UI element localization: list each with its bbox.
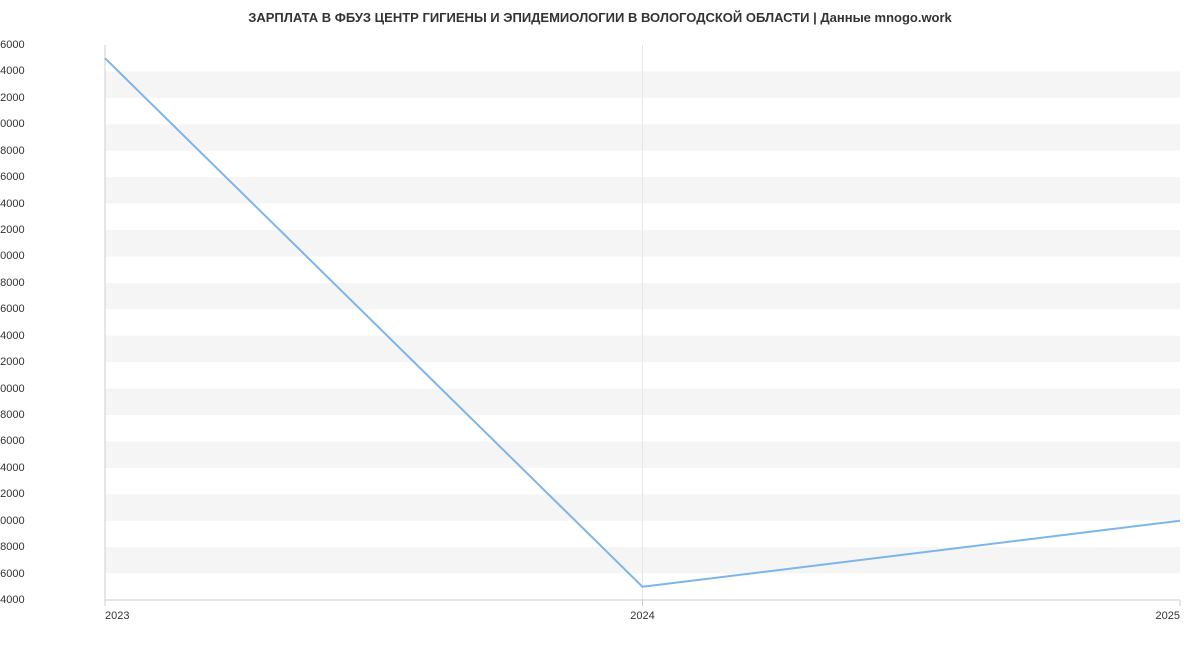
y-tick-label: 44000	[0, 594, 99, 606]
y-tick-label: 54000	[0, 462, 99, 474]
y-tick-label: 50000	[0, 515, 99, 527]
plot-area	[105, 45, 1180, 600]
x-tick-label: 2023	[105, 610, 129, 622]
x-tick-label: 2024	[630, 610, 654, 622]
y-tick-label: 64000	[0, 330, 99, 342]
y-tick-label: 86000	[0, 39, 99, 51]
y-tick-label: 84000	[0, 65, 99, 77]
x-axis-labels: 2023 2024 2025	[105, 606, 1180, 626]
plot-svg	[105, 45, 1180, 608]
y-tick-label: 62000	[0, 356, 99, 368]
y-tick-label: 74000	[0, 198, 99, 210]
y-tick-label: 48000	[0, 541, 99, 553]
y-tick-label: 60000	[0, 383, 99, 395]
y-tick-label: 72000	[0, 224, 99, 236]
y-tick-label: 70000	[0, 250, 99, 262]
y-tick-label: 80000	[0, 118, 99, 130]
y-tick-label: 78000	[0, 145, 99, 157]
chart-container: ЗАРПЛАТА В ФБУЗ ЦЕНТР ГИГИЕНЫ И ЭПИДЕМИО…	[0, 0, 1200, 650]
y-axis-labels: 4400046000480005000052000540005600058000…	[0, 45, 105, 600]
y-tick-label: 82000	[0, 92, 99, 104]
y-tick-label: 68000	[0, 277, 99, 289]
chart-title: ЗАРПЛАТА В ФБУЗ ЦЕНТР ГИГИЕНЫ И ЭПИДЕМИО…	[0, 10, 1200, 25]
y-tick-label: 76000	[0, 171, 99, 183]
y-tick-label: 66000	[0, 303, 99, 315]
y-tick-label: 56000	[0, 435, 99, 447]
y-tick-label: 52000	[0, 488, 99, 500]
x-tick-label: 2025	[1156, 610, 1180, 622]
y-tick-label: 46000	[0, 568, 99, 580]
y-tick-label: 58000	[0, 409, 99, 421]
